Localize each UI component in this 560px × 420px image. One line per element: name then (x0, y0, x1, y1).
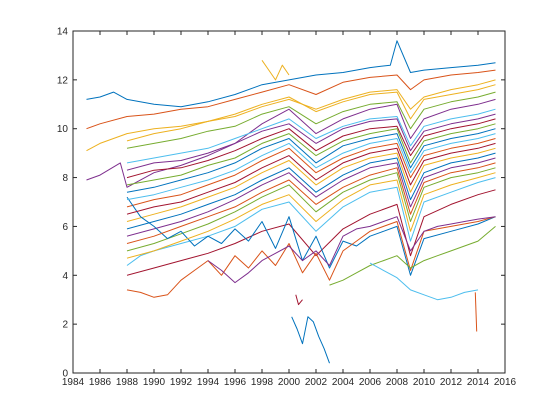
series-line (86, 69, 496, 130)
x-tick-label: 1990 (143, 377, 166, 388)
series-line (261, 60, 290, 81)
x-tick-label: 1986 (89, 377, 112, 388)
x-tick-label: 1994 (197, 377, 220, 388)
series-line (126, 177, 496, 266)
series-line (207, 216, 496, 284)
series-line (126, 123, 496, 186)
y-tick-label: 4 (62, 271, 68, 282)
y-tick-label: 2 (62, 320, 68, 331)
y-tick-label: 0 (62, 369, 68, 380)
x-tick-label: 2014 (467, 377, 490, 388)
series-line (126, 108, 496, 164)
x-tick-label: 1984 (62, 377, 85, 388)
x-tick-label: 1996 (224, 377, 247, 388)
series-line (295, 294, 303, 306)
series-line (126, 128, 496, 193)
series-line (126, 138, 496, 208)
series-line (126, 147, 496, 222)
y-tick-label: 6 (62, 222, 68, 233)
x-tick-label: 2002 (305, 377, 328, 388)
series-line (126, 162, 496, 244)
series-line (126, 157, 496, 237)
series-line (126, 113, 496, 171)
series-line (126, 84, 496, 142)
x-tick-label: 2012 (440, 377, 463, 388)
series-line (291, 316, 330, 364)
x-tick-label: 2006 (359, 377, 382, 388)
series-line (369, 262, 479, 301)
y-tick-label: 10 (57, 124, 69, 135)
series-line (86, 40, 496, 108)
x-tick-label: 2004 (332, 377, 355, 388)
series-line (474, 292, 478, 332)
series-line (126, 216, 496, 298)
x-tick-label: 2016 (494, 377, 517, 388)
x-tick-label: 1988 (116, 377, 139, 388)
series-line (329, 226, 496, 286)
x-tick-label: 1998 (251, 377, 274, 388)
series-line (86, 98, 496, 188)
x-tick-label: 2010 (413, 377, 436, 388)
axes: 1984 1986 1988 1990 1992 1994 1996 1998 2000 2002… (57, 27, 517, 389)
series-line (126, 196, 496, 276)
y-tick-label: 8 (62, 173, 68, 184)
y-tick-label: 14 (57, 27, 69, 38)
y-tick-label: 12 (57, 75, 69, 86)
x-tick-label: 2008 (386, 377, 409, 388)
x-tick-label: 1992 (170, 377, 193, 388)
series-line (126, 91, 496, 149)
series-line (126, 118, 496, 179)
series-line (126, 152, 496, 230)
x-tick-label: 2000 (278, 377, 301, 388)
series-layer (86, 40, 496, 364)
series-line (126, 189, 496, 276)
series-line (126, 167, 496, 252)
series-line (126, 133, 496, 201)
series-line (126, 142, 496, 215)
series-line (126, 172, 496, 259)
